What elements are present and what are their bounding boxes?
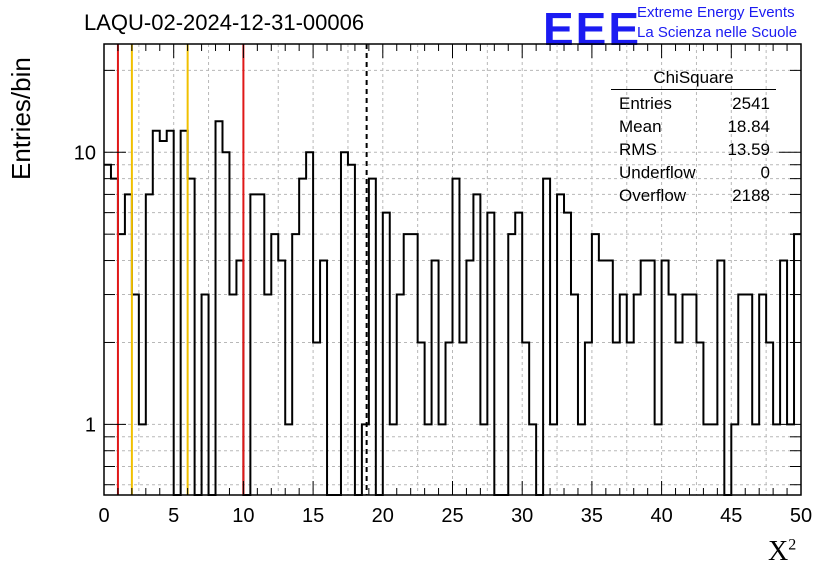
x-tick-label: 25 [441,505,463,527]
brand-line-1: Extreme Energy Events [637,4,795,21]
x-tick-label: 45 [720,505,742,527]
stats-value: 18.84 [727,117,770,136]
stats-label: Underflow [619,163,696,182]
x-tick-label: 35 [581,505,603,527]
stats-row-mean: Mean 18.84 [611,115,776,138]
chart-title: LAQU-02-2024-12-31-00006 [84,10,365,35]
stats-header: ChiSquare [611,68,776,90]
x-tick-label: 40 [650,505,672,527]
stats-label: Overflow [619,186,687,205]
stats-row-underflow: Underflow 0 [611,161,776,184]
stats-row-overflow: Overflow 2188 [611,184,776,207]
x-tick-label: 15 [302,505,324,527]
y-tick-label: 1 [85,414,96,436]
brand-line-2: La Scienza nelle Scuole [637,24,798,41]
stats-row-entries: Entries 2541 [611,92,776,115]
x-tick-label: 50 [790,505,812,527]
x-tick-label: 30 [511,505,533,527]
stats-box: ChiSquare Entries 2541 Mean 18.84 RMS 13.59… [611,68,776,207]
stats-value: 13.59 [727,140,770,159]
stats-label: Entries [619,94,672,113]
stats-label: RMS [619,140,657,159]
stats-value: 2188 [732,186,770,205]
stats-label: Mean [619,117,662,136]
x-tick-label: 10 [232,505,254,527]
stats-value: 0 [760,163,770,182]
x-tick-label: 0 [98,505,109,527]
histogram-series [104,120,801,496]
stats-value: 2541 [732,94,770,113]
stats-row-rms: RMS 13.59 [611,138,776,161]
x-axis-label: X2 [768,536,797,567]
y-tick-label: 10 [74,142,96,164]
eee-logo: EEE [543,3,642,55]
x-tick-label: 5 [168,505,179,527]
x-tick-label: 20 [372,505,394,527]
